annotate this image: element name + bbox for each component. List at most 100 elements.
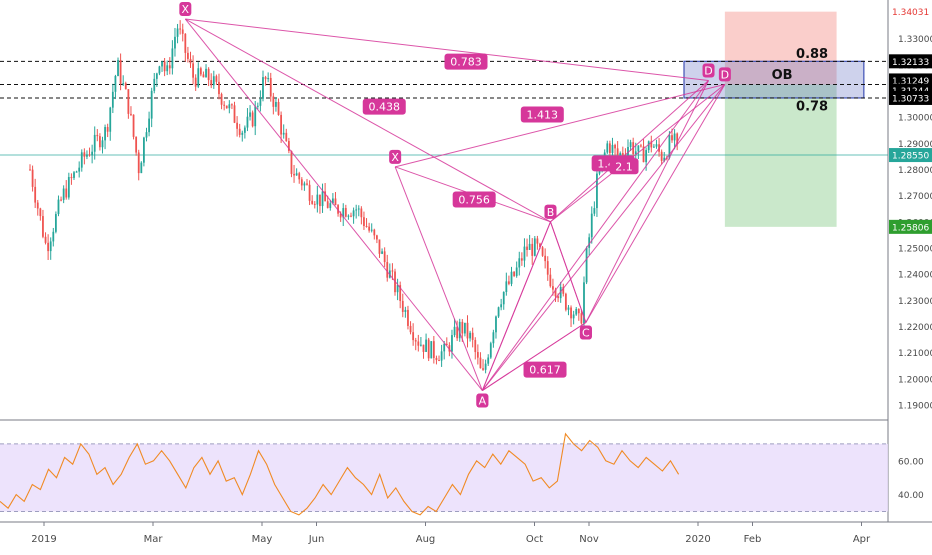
candle-body: [49, 241, 52, 252]
candle-body: [590, 213, 593, 238]
candle-body: [176, 28, 179, 37]
candle-body: [316, 194, 319, 205]
candle-body: [564, 293, 567, 310]
candle-body: [184, 33, 187, 53]
candle-body: [510, 271, 513, 284]
candle-body: [456, 326, 459, 339]
pattern-1-leg-BD: [550, 84, 726, 223]
candle-body: [324, 191, 327, 202]
price-tick-label: 1.28000: [898, 166, 932, 176]
candle-body: [583, 282, 585, 324]
candle-body: [60, 199, 62, 201]
candle-body: [575, 308, 578, 315]
ratio-label: 0.756: [458, 194, 490, 207]
candle-body: [650, 141, 653, 148]
candle-body: [552, 286, 554, 290]
candle-body: [285, 132, 288, 142]
candle-body: [293, 173, 295, 176]
price-tick-label: 1.29000: [898, 140, 932, 150]
candle-body: [440, 351, 443, 361]
candle-body: [114, 76, 117, 92]
candle-body: [596, 173, 598, 209]
candle-body: [223, 104, 226, 106]
time-tick-label: Feb: [744, 534, 762, 545]
candle-body: [39, 208, 42, 217]
ratio-label: 0.438: [369, 101, 401, 114]
candle-body: [422, 344, 425, 352]
candle-body: [502, 291, 505, 305]
pattern-point-badge: [476, 393, 489, 408]
candle-body: [533, 238, 536, 256]
harmonic-patterns: XABCD0.7831.4130.617XABCD0.4380.7561.409…: [179, 2, 731, 408]
pattern-point-badge: [544, 204, 557, 219]
candle-body: [489, 343, 492, 358]
candle-body: [492, 332, 495, 344]
candle-body: [197, 68, 200, 87]
candle-body: [375, 235, 378, 240]
zone-target: [724, 84, 837, 227]
candle-body: [148, 118, 150, 133]
candle-body: [264, 77, 267, 80]
candle-body: [331, 198, 334, 204]
pattern-0-leg-XD: [185, 18, 709, 81]
candle-body: [207, 68, 210, 81]
rsi-band: [0, 443, 888, 512]
candle-body: [106, 127, 109, 132]
candle-body: [65, 188, 68, 198]
ratio-badge: [444, 53, 488, 70]
candle-body: [373, 229, 376, 236]
candle-body: [267, 77, 270, 80]
candle-body: [275, 101, 277, 107]
candle-body: [381, 251, 383, 254]
pattern-0-leg-CD: [585, 80, 709, 323]
candle-body: [523, 246, 526, 261]
candle-body: [453, 326, 456, 336]
pattern-point-label: D: [721, 68, 729, 81]
candle-body: [298, 173, 301, 180]
candle-body: [238, 128, 241, 135]
candle-body: [365, 225, 368, 227]
time-tick-label: 2020: [685, 534, 710, 545]
price-label-text: 1.32133: [892, 58, 929, 68]
candle-body: [233, 105, 236, 123]
candle-body: [368, 226, 371, 231]
candle-body: [562, 286, 565, 294]
candle-body: [93, 134, 96, 152]
candle-body: [62, 188, 65, 200]
ratio-badge: [362, 98, 406, 115]
candle-body: [577, 308, 580, 314]
candle-body: [127, 89, 130, 114]
candle-body: [363, 217, 365, 226]
candle-body: [676, 133, 679, 144]
candle-body: [122, 83, 125, 85]
ratio-label: 0.617: [529, 364, 561, 377]
candle-body: [282, 132, 285, 135]
candle-body: [544, 255, 547, 262]
candle-body: [111, 91, 114, 108]
candle-body: [135, 136, 138, 153]
candle-body: [487, 357, 490, 364]
candle-body: [412, 332, 415, 341]
ratio-label: 2.1: [615, 160, 633, 173]
candle-body: [484, 363, 487, 370]
candle-body: [614, 144, 616, 149]
candle-body: [608, 143, 611, 153]
candle-body: [54, 214, 57, 232]
candle-body: [218, 81, 220, 95]
price-tick-label: 1.21000: [898, 349, 932, 359]
candle-body: [256, 105, 259, 107]
candle-body: [303, 183, 306, 186]
candle-body: [75, 171, 78, 173]
candle-body: [640, 145, 642, 147]
candle-body: [360, 208, 363, 218]
time-tick-label: Oct: [526, 534, 543, 545]
pattern-1-leg-AD: [481, 84, 726, 391]
candle-body: [192, 63, 194, 78]
time-tick-label: Aug: [416, 534, 436, 545]
candle-body: [319, 194, 321, 207]
candle-body: [306, 183, 308, 185]
candle-body: [443, 343, 446, 352]
grid: [0, 0, 932, 523]
